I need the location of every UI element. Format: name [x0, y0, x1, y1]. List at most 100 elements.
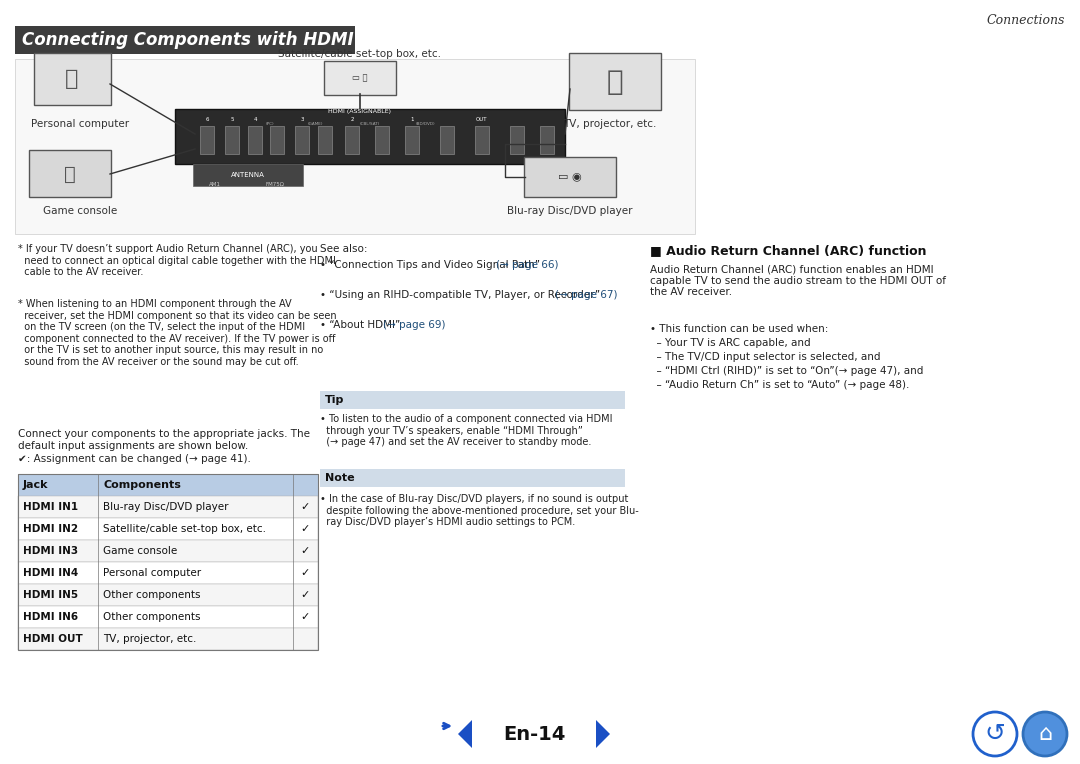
Text: • This function can be used when:: • This function can be used when: [650, 324, 828, 334]
Text: * If your TV doesn’t support Audio Return Channel (ARC), you
  need to connect a: * If your TV doesn’t support Audio Retur… [18, 244, 336, 277]
FancyBboxPatch shape [320, 391, 625, 409]
Text: See also:: See also: [320, 244, 367, 254]
Text: Connecting Components with HDMI: Connecting Components with HDMI [22, 31, 353, 49]
Text: (PC): (PC) [266, 122, 274, 126]
Text: – Your TV is ARC capable, and: – Your TV is ARC capable, and [650, 338, 811, 348]
Text: ✓: ✓ [301, 568, 310, 578]
FancyBboxPatch shape [18, 562, 318, 584]
Text: HDMI OUT: HDMI OUT [23, 634, 83, 644]
Circle shape [1023, 712, 1067, 756]
Text: ✓: ✓ [301, 524, 310, 534]
Text: TV, projector, etc.: TV, projector, etc. [564, 119, 657, 129]
FancyBboxPatch shape [29, 150, 111, 197]
FancyBboxPatch shape [318, 126, 332, 154]
Text: ANTENNA: ANTENNA [231, 172, 265, 178]
Text: 🖥: 🖥 [607, 68, 623, 96]
Text: (CBL/SAT): (CBL/SAT) [360, 122, 380, 126]
Text: (→ page 67): (→ page 67) [555, 290, 618, 300]
Text: ✓: ✓ [301, 612, 310, 622]
Text: Other components: Other components [103, 590, 201, 600]
Text: Components: Components [103, 480, 180, 490]
Text: – The TV/CD input selector is selected, and: – The TV/CD input selector is selected, … [650, 352, 880, 362]
Text: Blu-ray Disc/DVD player: Blu-ray Disc/DVD player [508, 206, 633, 216]
FancyBboxPatch shape [18, 628, 318, 650]
Text: 🎮: 🎮 [64, 164, 76, 183]
Text: 1: 1 [410, 117, 414, 122]
FancyBboxPatch shape [270, 126, 284, 154]
Text: HDMI (ASSIGNABLE): HDMI (ASSIGNABLE) [328, 109, 391, 114]
Text: FM75Ω: FM75Ω [266, 182, 284, 187]
Text: Note: Note [325, 473, 354, 483]
FancyBboxPatch shape [540, 126, 554, 154]
Text: – “HDMI Ctrl (RIHD)” is set to “On”(→ page 47), and: – “HDMI Ctrl (RIHD)” is set to “On”(→ pa… [650, 366, 923, 376]
FancyBboxPatch shape [295, 126, 309, 154]
Text: (→ page 66): (→ page 66) [497, 260, 559, 270]
Text: OUT: OUT [476, 117, 488, 122]
Text: Personal computer: Personal computer [103, 568, 201, 578]
FancyBboxPatch shape [15, 26, 355, 54]
FancyBboxPatch shape [18, 540, 318, 562]
FancyBboxPatch shape [405, 126, 419, 154]
Text: (GAME): (GAME) [307, 122, 323, 126]
Text: HDMI IN5: HDMI IN5 [23, 590, 78, 600]
FancyBboxPatch shape [225, 126, 239, 154]
Text: ▭ ◉: ▭ ◉ [558, 172, 582, 182]
Text: Connect your components to the appropriate jacks. The
default input assignments : Connect your components to the appropria… [18, 429, 310, 451]
FancyBboxPatch shape [324, 61, 396, 95]
Text: Personal computer: Personal computer [31, 119, 130, 129]
FancyBboxPatch shape [18, 518, 318, 540]
Text: * When listening to an HDMI component through the AV
  receiver, set the HDMI co: * When listening to an HDMI component th… [18, 299, 337, 367]
Polygon shape [458, 720, 472, 748]
Text: • To listen to the audio of a component connected via HDMI
  through your TV’s s: • To listen to the audio of a component … [320, 414, 612, 447]
Text: ✓: ✓ [301, 502, 310, 512]
Text: 2: 2 [350, 117, 354, 122]
Text: (BD/DVD): (BD/DVD) [415, 122, 435, 126]
Text: ✓: ✓ [301, 546, 310, 556]
FancyBboxPatch shape [475, 126, 489, 154]
FancyBboxPatch shape [193, 164, 303, 186]
Text: HDMI IN4: HDMI IN4 [23, 568, 78, 578]
Text: HDMI IN1: HDMI IN1 [23, 502, 78, 512]
Text: Jack: Jack [23, 480, 49, 490]
FancyBboxPatch shape [18, 584, 318, 606]
FancyBboxPatch shape [175, 109, 565, 164]
FancyBboxPatch shape [524, 157, 616, 197]
Text: Satellite/cable set-top box, etc.: Satellite/cable set-top box, etc. [103, 524, 266, 534]
Text: • In the case of Blu-ray Disc/DVD players, if no sound is output
  despite follo: • In the case of Blu-ray Disc/DVD player… [320, 494, 638, 527]
Text: ■ Audio Return Channel (ARC) function: ■ Audio Return Channel (ARC) function [650, 244, 927, 257]
Text: AM1: AM1 [210, 182, 221, 187]
Polygon shape [596, 720, 610, 748]
Text: • “Connection Tips and Video Signal Path”: • “Connection Tips and Video Signal Path… [320, 260, 543, 270]
Text: ✔: Assignment can be changed (→ page 41).: ✔: Assignment can be changed (→ page 41)… [18, 454, 251, 464]
Text: • “About HDMI”: • “About HDMI” [320, 320, 404, 330]
Text: HDMI IN2: HDMI IN2 [23, 524, 78, 534]
FancyBboxPatch shape [18, 606, 318, 628]
Text: 3: 3 [300, 117, 303, 122]
Text: Tip: Tip [325, 395, 345, 405]
Text: Blu-ray Disc/DVD player: Blu-ray Disc/DVD player [103, 502, 229, 512]
Text: ✓: ✓ [301, 590, 310, 600]
Text: 6: 6 [205, 117, 208, 122]
Text: 4: 4 [253, 117, 257, 122]
Text: 💻: 💻 [65, 69, 79, 89]
FancyBboxPatch shape [320, 469, 625, 487]
FancyBboxPatch shape [18, 496, 318, 518]
FancyBboxPatch shape [15, 59, 696, 234]
Text: 5: 5 [230, 117, 233, 122]
Text: Other components: Other components [103, 612, 201, 622]
Text: • “Using an RIHD-compatible TV, Player, or Recorder”: • “Using an RIHD-compatible TV, Player, … [320, 290, 600, 312]
Text: Audio Return Channel (ARC) function enables an HDMI
capable TV to send the audio: Audio Return Channel (ARC) function enab… [650, 264, 946, 297]
FancyBboxPatch shape [18, 474, 318, 496]
Text: Game console: Game console [43, 206, 117, 216]
Text: Game console: Game console [103, 546, 177, 556]
Text: HDMI IN3: HDMI IN3 [23, 546, 78, 556]
FancyBboxPatch shape [248, 126, 262, 154]
FancyBboxPatch shape [345, 126, 359, 154]
Text: TV, projector, etc.: TV, projector, etc. [103, 634, 197, 644]
Text: HDMI IN6: HDMI IN6 [23, 612, 78, 622]
FancyBboxPatch shape [569, 53, 661, 110]
FancyBboxPatch shape [33, 53, 111, 105]
Text: En-14: En-14 [503, 724, 565, 743]
FancyBboxPatch shape [200, 126, 214, 154]
Text: ⌂: ⌂ [1038, 724, 1052, 744]
